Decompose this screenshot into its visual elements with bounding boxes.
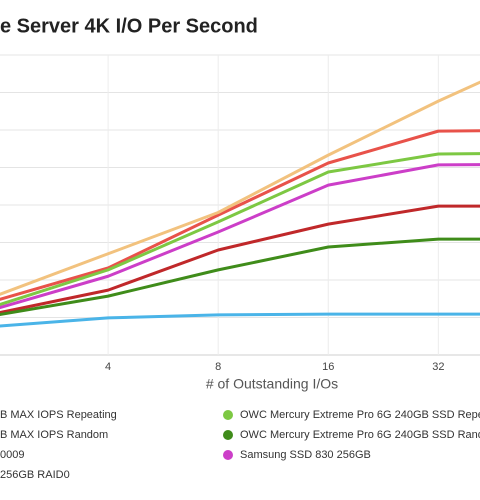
x-tick-label: 4 bbox=[105, 361, 111, 373]
x-tick-label: 32 bbox=[432, 361, 444, 373]
series-line bbox=[0, 129, 480, 301]
legend-label: B MAX IOPS Random bbox=[0, 429, 108, 441]
series-line bbox=[0, 237, 480, 317]
series-line bbox=[0, 152, 480, 307]
legend-marker bbox=[223, 450, 233, 460]
series-line bbox=[0, 80, 480, 296]
chart-title: e Server 4K I/O Per Second bbox=[0, 15, 258, 37]
legend-label: B MAX IOPS Repeating bbox=[0, 409, 117, 421]
legend-label: OWC Mercury Extreme Pro 6G 240GB SSD Rep… bbox=[240, 409, 480, 421]
series-line bbox=[0, 312, 480, 328]
legend-marker bbox=[223, 430, 233, 440]
series-line bbox=[0, 204, 480, 315]
legend-label: 0009 bbox=[0, 449, 24, 461]
legend-label: Samsung SSD 830 256GB bbox=[240, 449, 371, 461]
x-axis-label: # of Outstanding I/Os bbox=[206, 376, 338, 392]
x-tick-label: 8 bbox=[215, 361, 221, 373]
legend-marker bbox=[223, 410, 233, 420]
legend-label: OWC Mercury Extreme Pro 6G 240GB SSD Ran… bbox=[240, 429, 480, 441]
legend-label: 256GB RAID0 bbox=[0, 469, 70, 481]
x-tick-label: 16 bbox=[322, 361, 334, 373]
series-line bbox=[0, 163, 480, 310]
